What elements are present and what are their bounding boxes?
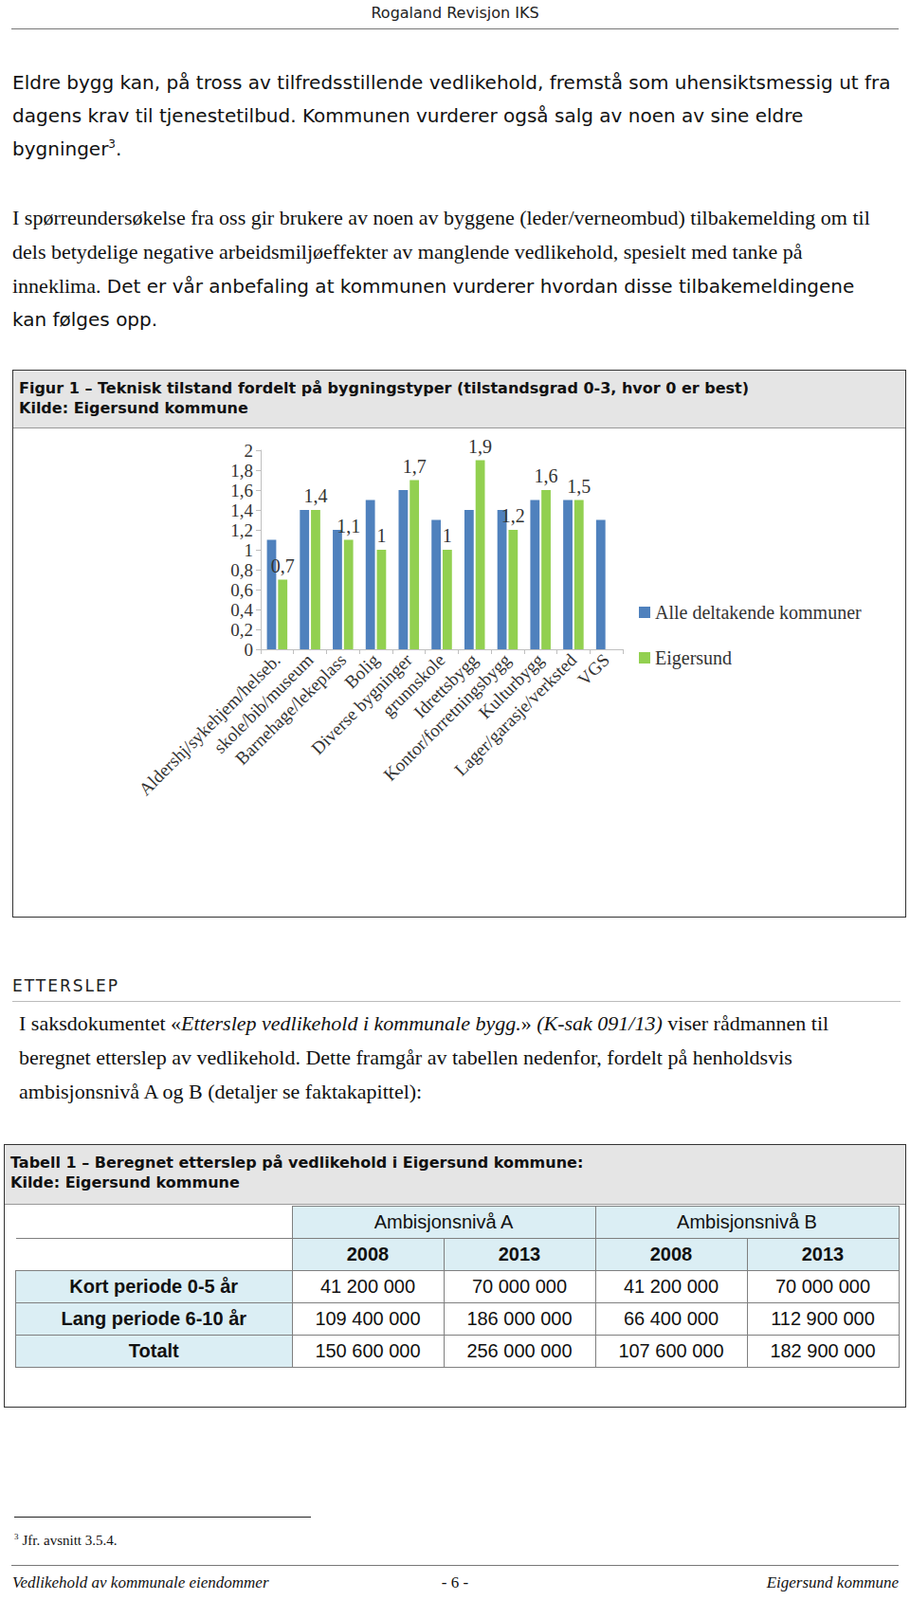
svg-text:1,5: 1,5 xyxy=(566,475,591,497)
html-text:107 600 000: 107 600 000 xyxy=(618,1340,724,1362)
html-text:109 400 000: 109 400 000 xyxy=(315,1308,421,1329)
svg-text:Barnehage/lekeplass: Barnehage/lekeplass xyxy=(231,650,350,769)
svg-text:1,6: 1,6 xyxy=(534,465,559,487)
html-text:70 000 000: 70 000 000 xyxy=(775,1275,871,1297)
svg-text:Bolig: Bolig xyxy=(340,649,383,693)
svg-text:1,9: 1,9 xyxy=(468,436,492,457)
html-text:2008: 2008 xyxy=(346,1243,389,1265)
html-text:Eigersund kommune: Eigersund kommune xyxy=(766,1573,899,1592)
html-text:Kilde: Eigersund kommune: Kilde: Eigersund kommune xyxy=(18,399,249,418)
html-text:Eldre bygg kan, på tross av ti: Eldre bygg kan, på tross av tilfredsstil… xyxy=(12,71,891,161)
html-text:2008: 2008 xyxy=(650,1243,693,1265)
svg-text:2: 2 xyxy=(244,440,255,461)
html-text:Lang periode 6-10 år: Lang periode 6-10 år xyxy=(61,1308,247,1329)
svg-text:Lager/garasje/verksted: Lager/garasje/verksted xyxy=(450,649,581,780)
svg-text:1,7: 1,7 xyxy=(402,455,427,477)
svg-text:Kontor/forretningsbygg: Kontor/forretningsbygg xyxy=(380,649,516,785)
html-text:Rogaland Revisjon IKS: Rogaland Revisjon IKS xyxy=(371,3,539,22)
svg-text:grunnskole: grunnskole xyxy=(378,649,449,721)
html-text:70 000 000: 70 000 000 xyxy=(471,1275,567,1297)
svg-text:1: 1 xyxy=(376,525,386,546)
svg-text:1,2: 1,2 xyxy=(501,505,526,527)
html-text:3 Jfr. avsnitt 3.5.4.: 3 Jfr. avsnitt 3.5.4. xyxy=(14,1531,118,1548)
svg-text:1,4: 1,4 xyxy=(303,485,328,507)
svg-text:Eigersund: Eigersund xyxy=(655,647,732,670)
html-text:41 200 000: 41 200 000 xyxy=(320,1275,416,1297)
html-text:41 200 000: 41 200 000 xyxy=(623,1275,719,1297)
svg-text:Idrettsbygg: Idrettsbygg xyxy=(409,649,482,722)
svg-text:0,4: 0,4 xyxy=(230,600,254,620)
html-text:Ambisjonsnivå B: Ambisjonsnivå B xyxy=(676,1211,818,1233)
html-text:I saksdokumentet « Etterslep v: I saksdokumentet « Etterslep vedlikehold… xyxy=(18,1011,829,1104)
html-text:186 000 000: 186 000 000 xyxy=(466,1308,573,1329)
html-text:112 900 000: 112 900 000 xyxy=(770,1308,875,1329)
html-text:66 400 000: 66 400 000 xyxy=(623,1308,719,1329)
html-text:ETTERSLEP: ETTERSLEP xyxy=(12,976,120,996)
html-text:Vedlikehold av kommunale eiend: Vedlikehold av kommunale eiendommer xyxy=(12,1573,269,1592)
svg-text:Alle deltakende kommuner: Alle deltakende kommuner xyxy=(655,601,862,623)
svg-text:Diverse bygninger: Diverse bygninger xyxy=(307,649,416,759)
svg-text:1,4: 1,4 xyxy=(230,500,254,521)
html-text:182 900 000: 182 900 000 xyxy=(770,1340,876,1362)
svg-text:0,7: 0,7 xyxy=(271,555,295,577)
html-text:Ambisjonsnivå A: Ambisjonsnivå A xyxy=(374,1211,514,1233)
svg-text:1: 1 xyxy=(244,540,255,561)
html-text:- 6 -: - 6 - xyxy=(441,1573,469,1592)
svg-text:1,6: 1,6 xyxy=(230,480,254,501)
html-text:150 600 000: 150 600 000 xyxy=(315,1340,421,1362)
html-text:Totalt: Totalt xyxy=(128,1340,179,1362)
html-text:I spørreundersøkelse fra oss g: I spørreundersøkelse fra oss gir brukere… xyxy=(12,205,870,331)
svg-text:Aldershj/sykehjem/helseb.: Aldershj/sykehjem/helseb. xyxy=(134,649,285,800)
svg-text:0,6: 0,6 xyxy=(230,580,254,601)
svg-text:1,8: 1,8 xyxy=(230,460,254,481)
svg-text:0,2: 0,2 xyxy=(230,619,254,640)
html-text:256 000 000: 256 000 000 xyxy=(466,1340,573,1362)
html-text:2013: 2013 xyxy=(498,1243,541,1265)
svg-text:VGS: VGS xyxy=(573,650,614,691)
svg-text:0,8: 0,8 xyxy=(230,560,254,581)
html-text:Kort periode 0-5 år: Kort periode 0-5 år xyxy=(69,1275,239,1297)
svg-text:1: 1 xyxy=(442,525,453,546)
svg-text:skole/bib/museum: skole/bib/museum xyxy=(209,649,318,758)
svg-text:Kulturbygg: Kulturbygg xyxy=(474,649,548,723)
svg-text:1,1: 1,1 xyxy=(336,515,361,537)
svg-text:1,2: 1,2 xyxy=(230,520,254,541)
html-text:Tabell 1 – Beregnet etterslep: Tabell 1 – Beregnet etterslep på vedlike… xyxy=(10,1153,584,1172)
html-text:Kilde: Eigersund kommune: Kilde: Eigersund kommune xyxy=(10,1173,240,1192)
html-text:2013: 2013 xyxy=(801,1243,844,1265)
svg-text:0: 0 xyxy=(244,639,255,660)
html-text:Figur 1 – Teknisk tilstand for: Figur 1 – Teknisk tilstand fordelt på by… xyxy=(18,379,749,398)
